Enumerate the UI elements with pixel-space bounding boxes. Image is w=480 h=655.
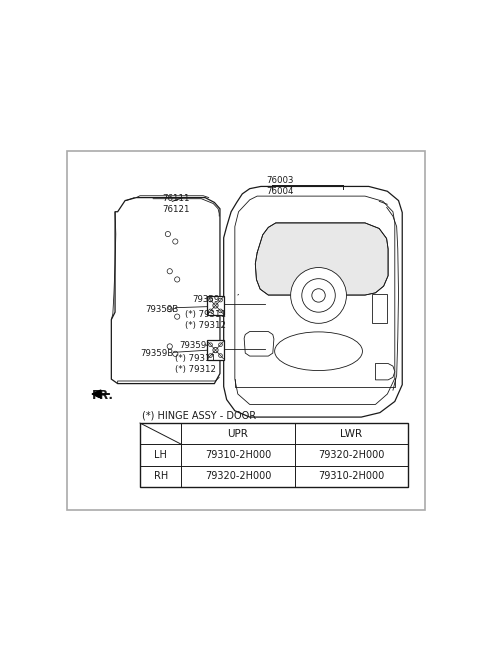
Circle shape bbox=[209, 309, 212, 312]
Circle shape bbox=[290, 267, 347, 324]
Text: LWR: LWR bbox=[340, 428, 362, 439]
Text: 79320-2H000: 79320-2H000 bbox=[318, 450, 384, 460]
Text: 76111
76121: 76111 76121 bbox=[162, 195, 190, 214]
Circle shape bbox=[167, 344, 172, 349]
Circle shape bbox=[173, 239, 178, 244]
Circle shape bbox=[302, 278, 335, 312]
Circle shape bbox=[175, 314, 180, 319]
Text: FR.: FR. bbox=[92, 389, 114, 402]
Circle shape bbox=[218, 343, 222, 346]
Text: 79359B: 79359B bbox=[145, 305, 179, 314]
Circle shape bbox=[218, 309, 222, 312]
Text: UPR: UPR bbox=[228, 428, 249, 439]
Polygon shape bbox=[375, 364, 395, 380]
Bar bbox=[372, 293, 386, 324]
Ellipse shape bbox=[275, 332, 362, 371]
Bar bbox=[206, 341, 225, 360]
Circle shape bbox=[213, 348, 218, 353]
Circle shape bbox=[218, 354, 222, 358]
Circle shape bbox=[209, 354, 212, 358]
Circle shape bbox=[167, 307, 172, 312]
Text: (*) HINGE ASSY - DOOR: (*) HINGE ASSY - DOOR bbox=[142, 411, 256, 421]
Polygon shape bbox=[244, 331, 274, 356]
Polygon shape bbox=[235, 196, 395, 404]
Bar bbox=[140, 423, 408, 487]
Text: (*) 79311
(*) 79312: (*) 79311 (*) 79312 bbox=[175, 354, 216, 374]
Circle shape bbox=[218, 298, 222, 302]
Circle shape bbox=[209, 298, 212, 302]
Circle shape bbox=[213, 303, 218, 308]
Text: 79320-2H000: 79320-2H000 bbox=[205, 472, 271, 481]
Text: 79359: 79359 bbox=[192, 295, 219, 305]
Text: 79359: 79359 bbox=[179, 341, 206, 350]
Circle shape bbox=[165, 231, 170, 236]
Text: 76003
76004: 76003 76004 bbox=[266, 176, 294, 196]
Text: 79359B: 79359B bbox=[140, 349, 173, 358]
Text: LH: LH bbox=[154, 450, 167, 460]
Polygon shape bbox=[255, 223, 388, 295]
Circle shape bbox=[209, 343, 212, 346]
Text: (*) 79311
(*) 79312: (*) 79311 (*) 79312 bbox=[185, 310, 226, 329]
Polygon shape bbox=[111, 198, 220, 384]
Text: 79310-2H000: 79310-2H000 bbox=[205, 450, 271, 460]
Bar bbox=[206, 296, 225, 315]
Circle shape bbox=[167, 269, 172, 274]
Text: RH: RH bbox=[154, 472, 168, 481]
Circle shape bbox=[173, 351, 178, 356]
Text: 79310-2H000: 79310-2H000 bbox=[318, 472, 384, 481]
Circle shape bbox=[312, 289, 325, 302]
Polygon shape bbox=[224, 187, 402, 417]
Circle shape bbox=[175, 277, 180, 282]
